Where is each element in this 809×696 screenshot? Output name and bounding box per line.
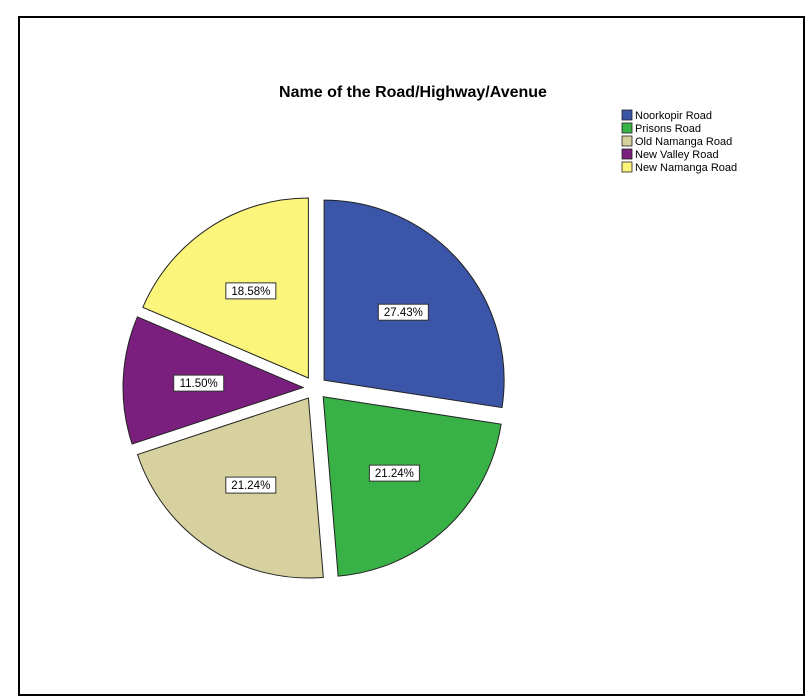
pie-slice-prisons-road [322,396,502,577]
data-label-old-namanga-road: 21.24% [225,476,277,494]
legend-label-noorkopir-road: Noorkopir Road [635,110,712,122]
data-label-new-namanga-road: 18.58% [225,282,277,300]
data-label-box [225,282,277,300]
data-label-noorkopir-road: 27.43% [377,303,429,321]
data-label-text: 21.24% [231,480,270,492]
data-label-box [173,374,225,392]
data-label-text: 11.50% [180,378,218,390]
legend-label-prisons-road: Prisons Road [635,123,701,135]
data-label-text: 27.43% [384,307,423,319]
legend-swatch-prisons-road [621,122,633,134]
legend-swatch-old-namanga-road [621,135,633,147]
data-label-box [377,303,429,321]
data-label-new-valley-road: 11.50% [173,374,225,392]
data-label-text: 21.24% [375,468,414,480]
legend-swatch-new-valley-road [621,148,633,160]
data-label-box [368,464,420,482]
data-label-text: 18.58% [231,286,270,298]
data-label-prisons-road: 21.24% [368,464,420,482]
legend-swatch-new-namanga-road [621,161,633,173]
legend-label-new-namanga-road: New Namanga Road [635,162,737,174]
data-label-box [225,476,277,494]
chart-title: Name of the Road/Highway/Avenue [279,84,547,101]
legend-label-old-namanga-road: Old Namanga Road [635,136,732,148]
legend-swatch-noorkopir-road [621,109,633,121]
pie-data-labels: 27.43% 21.24% 21.24% 11.50% 18.58% [173,282,429,494]
legend-label-new-valley-road: New Valley Road [635,149,719,161]
